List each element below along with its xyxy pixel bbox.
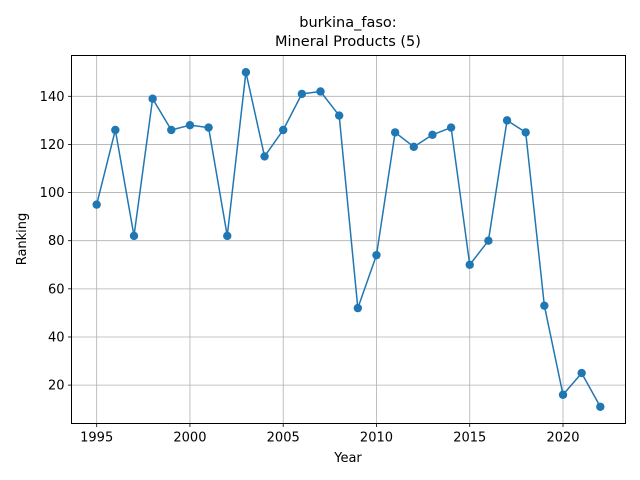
- data-point: [260, 152, 269, 161]
- chart-title-line-2: Mineral Products (5): [275, 34, 421, 50]
- data-point: [465, 260, 474, 269]
- data-point: [223, 231, 232, 241]
- chart-title-line-1: burkina_faso:: [299, 15, 396, 31]
- y-tick-label: 100: [40, 186, 65, 201]
- y-tick-label: 140: [40, 90, 65, 105]
- x-tick-label: 1995: [80, 431, 113, 446]
- data-point: [204, 123, 213, 132]
- x-tick-label: 2015: [453, 431, 486, 446]
- data-point: [428, 130, 437, 140]
- plot-frame: [71, 55, 626, 424]
- data-point: [92, 200, 101, 209]
- data-point: [540, 301, 549, 310]
- x-tick-label: 2005: [267, 431, 300, 446]
- data-point: [484, 236, 493, 245]
- data-point: [148, 94, 157, 103]
- data-point: [521, 128, 530, 137]
- y-tick-label: 60: [48, 282, 65, 297]
- data-point: [167, 125, 176, 135]
- data-point: [334, 111, 344, 120]
- data-point: [279, 125, 288, 135]
- data-point: [316, 87, 325, 96]
- data-point: [353, 303, 363, 313]
- data-point: [372, 250, 381, 260]
- data-point: [558, 390, 568, 399]
- data-point: [111, 125, 120, 135]
- data-point: [596, 402, 605, 411]
- series-ranking: [92, 68, 605, 411]
- series-line: [95, 71, 601, 408]
- grid: [71, 55, 626, 424]
- data-point: [297, 89, 307, 99]
- y-tick-label: 120: [40, 138, 65, 153]
- x-tick-label: 2020: [546, 431, 579, 446]
- y-axis: 20 40 60 80 100 120 140: [40, 90, 72, 394]
- data-point: [577, 368, 586, 378]
- x-axis-label: Year: [333, 451, 362, 466]
- x-tick-label: 2010: [360, 431, 393, 446]
- data-point: [185, 120, 195, 130]
- x-axis: 1995 2000 2005 2010 2015 2020: [80, 423, 580, 446]
- data-point: [390, 128, 400, 137]
- data-point: [129, 231, 139, 241]
- data-point: [502, 116, 512, 125]
- data-point: [446, 123, 456, 132]
- y-tick-label: 20: [48, 379, 65, 394]
- y-tick-label: 80: [48, 234, 65, 249]
- x-tick-label: 2000: [173, 431, 206, 446]
- y-axis-label: Ranking: [15, 213, 30, 266]
- y-tick-label: 40: [48, 330, 65, 345]
- data-point: [241, 68, 251, 77]
- data-point: [409, 142, 418, 152]
